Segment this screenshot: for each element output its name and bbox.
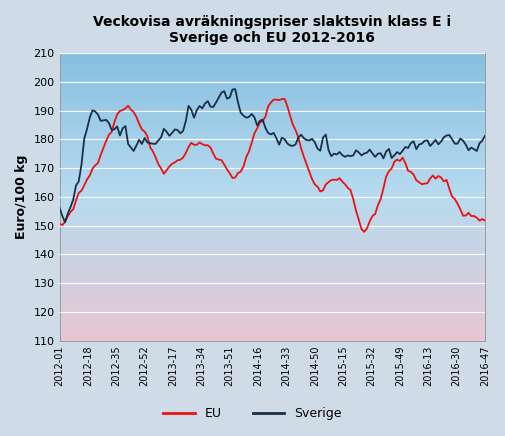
Y-axis label: Euro/100 kg: Euro/100 kg — [15, 155, 28, 239]
Title: Veckovisa avräkningspriser slaktsvin klass E i
Sverige och EU 2012-2016: Veckovisa avräkningspriser slaktsvin kla… — [93, 15, 451, 45]
Legend: EU, Sverige: EU, Sverige — [159, 402, 346, 426]
